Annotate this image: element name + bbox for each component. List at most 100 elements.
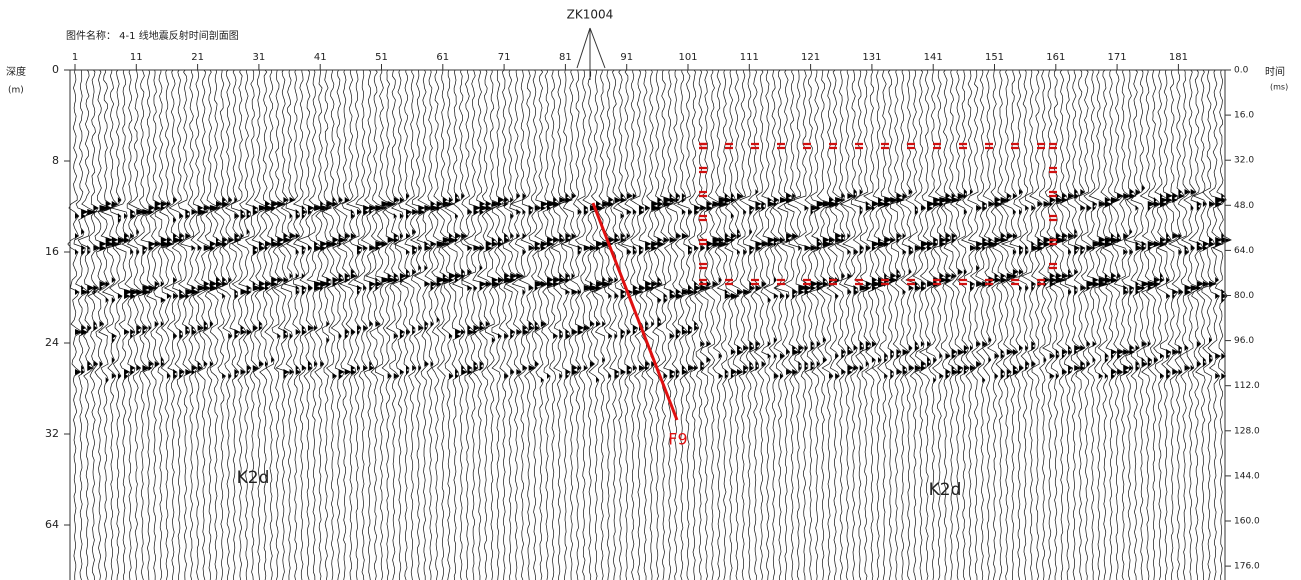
top-tick-label: 51 [375, 52, 388, 63]
trace [1207, 69, 1226, 580]
red-mark [1049, 190, 1057, 198]
trace [854, 69, 874, 580]
trace-fill [179, 213, 186, 379]
trace-fill [939, 197, 952, 379]
trace [672, 69, 694, 580]
trace [871, 69, 890, 580]
trace-fill [1196, 201, 1204, 367]
trace-fill [528, 205, 536, 371]
trace [574, 69, 596, 580]
trace-fill [540, 201, 549, 383]
right-tick-label: 48.0 [1234, 201, 1254, 211]
trace [960, 69, 978, 580]
red-mark [1037, 142, 1045, 150]
trace-fill [822, 201, 834, 363]
top-tick-label: 11 [130, 52, 143, 63]
trace-fill [1012, 193, 1019, 375]
trace [1000, 69, 1020, 580]
trace [244, 69, 264, 580]
trace [270, 69, 286, 580]
trace-fill [804, 205, 813, 371]
top-tick-label: 101 [678, 52, 697, 63]
trace-fill [344, 197, 352, 375]
trace-fill [301, 205, 307, 371]
trace [568, 69, 585, 580]
trace [716, 69, 735, 580]
trace [763, 69, 782, 580]
trace [120, 69, 142, 580]
trace [484, 69, 503, 580]
left-tick-label: 8 [52, 154, 59, 167]
trace-fill [896, 193, 905, 375]
trace [863, 69, 885, 580]
trace [1168, 69, 1185, 580]
trace [1107, 69, 1125, 580]
trace-fill [258, 205, 270, 367]
trace [263, 69, 281, 580]
trace [1130, 69, 1151, 580]
right-axis-title: 时间 [1265, 65, 1285, 78]
trace-fill [1202, 201, 1210, 367]
trace [459, 69, 476, 580]
trace-fill [914, 205, 923, 371]
trace [781, 69, 800, 580]
red-mark [1049, 166, 1057, 174]
trace-fill [130, 209, 141, 375]
trace-fill [933, 197, 942, 383]
trace-fill [399, 197, 407, 375]
trace [509, 69, 530, 580]
right-tick-label: 32.0 [1234, 156, 1254, 166]
trace [323, 69, 340, 580]
trace-fill [81, 209, 89, 375]
trace [895, 69, 910, 580]
trace-fill [871, 201, 884, 363]
right-tick-label: 64.0 [1234, 246, 1254, 256]
trace [190, 69, 210, 580]
trace-fill [406, 193, 412, 375]
trace-fill [589, 205, 601, 367]
right-tick-label: 16.0 [1234, 111, 1254, 121]
trace [1180, 69, 1202, 580]
red-mark [933, 142, 941, 150]
formation-label: K2d [929, 480, 962, 500]
trace-fill [363, 205, 371, 371]
top-tick-label: 151 [985, 52, 1004, 63]
trace-fill [160, 201, 172, 367]
trace-fill [583, 205, 595, 371]
trace-fill [240, 209, 249, 375]
trace [943, 69, 962, 580]
red-mark [881, 142, 889, 150]
trace-fill [1061, 193, 1069, 375]
trace [602, 69, 616, 580]
trace [444, 69, 463, 580]
trace [826, 69, 846, 580]
right-tick-label: 144.0 [1234, 471, 1260, 481]
trace-fill [681, 193, 693, 375]
trace-fill [197, 205, 209, 371]
top-tick-label: 121 [801, 52, 820, 63]
trace [1052, 69, 1069, 580]
trace [1145, 69, 1163, 580]
trace [109, 69, 127, 580]
trace-fill [1074, 189, 1082, 371]
trace [1101, 69, 1121, 580]
trace [729, 69, 744, 580]
trace-fill [1080, 189, 1086, 371]
trace [353, 69, 371, 580]
top-tick-label: 111 [740, 52, 759, 63]
trace-fill [209, 205, 221, 367]
trace [237, 69, 252, 580]
top-tick-label: 131 [862, 52, 881, 63]
trace [1018, 69, 1030, 580]
trace [1073, 69, 1087, 580]
red-mark [1049, 142, 1057, 150]
trace [975, 69, 993, 580]
trace [495, 69, 516, 580]
trace [747, 69, 764, 580]
trace-fill [295, 209, 301, 375]
well-label: ZK1004 [567, 8, 614, 22]
trace [774, 69, 794, 580]
trace-fill [816, 201, 828, 367]
trace [875, 69, 896, 580]
